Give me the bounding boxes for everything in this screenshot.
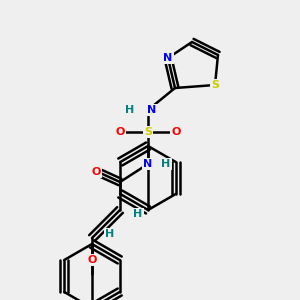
Text: H: H	[125, 105, 135, 115]
Text: N: N	[164, 53, 172, 63]
Text: H: H	[105, 229, 115, 239]
Text: O: O	[87, 255, 97, 265]
Text: H: H	[134, 209, 142, 219]
Text: O: O	[171, 127, 181, 137]
Text: S: S	[211, 80, 219, 90]
Text: O: O	[115, 127, 125, 137]
Text: N: N	[147, 105, 157, 115]
Text: O: O	[91, 167, 101, 177]
Text: S: S	[144, 127, 152, 137]
Text: H: H	[161, 159, 171, 169]
Text: N: N	[143, 159, 153, 169]
